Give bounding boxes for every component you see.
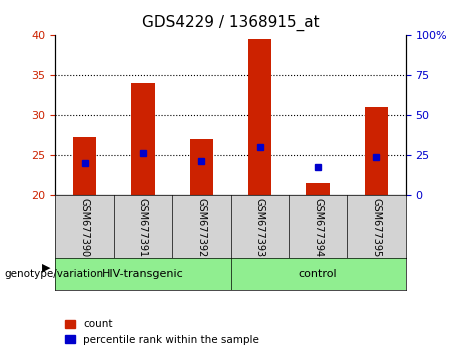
- Text: genotype/variation: genotype/variation: [5, 269, 104, 279]
- Bar: [365, 107, 388, 195]
- Bar: [131, 83, 154, 195]
- Text: control: control: [299, 269, 337, 279]
- Text: GSM677394: GSM677394: [313, 198, 323, 257]
- Title: GDS4229 / 1368915_at: GDS4229 / 1368915_at: [142, 15, 319, 31]
- Text: GSM677393: GSM677393: [254, 198, 265, 257]
- Bar: [73, 137, 96, 195]
- Bar: [248, 39, 272, 195]
- Text: HIV-transgenic: HIV-transgenic: [102, 269, 184, 279]
- Text: GSM677392: GSM677392: [196, 198, 207, 257]
- Legend: count, percentile rank within the sample: count, percentile rank within the sample: [60, 315, 264, 349]
- Text: GSM677391: GSM677391: [138, 198, 148, 257]
- Bar: [189, 139, 213, 195]
- Text: ▶: ▶: [42, 263, 50, 273]
- Bar: [307, 183, 330, 195]
- Text: GSM677395: GSM677395: [372, 198, 382, 257]
- Text: GSM677390: GSM677390: [79, 198, 89, 257]
